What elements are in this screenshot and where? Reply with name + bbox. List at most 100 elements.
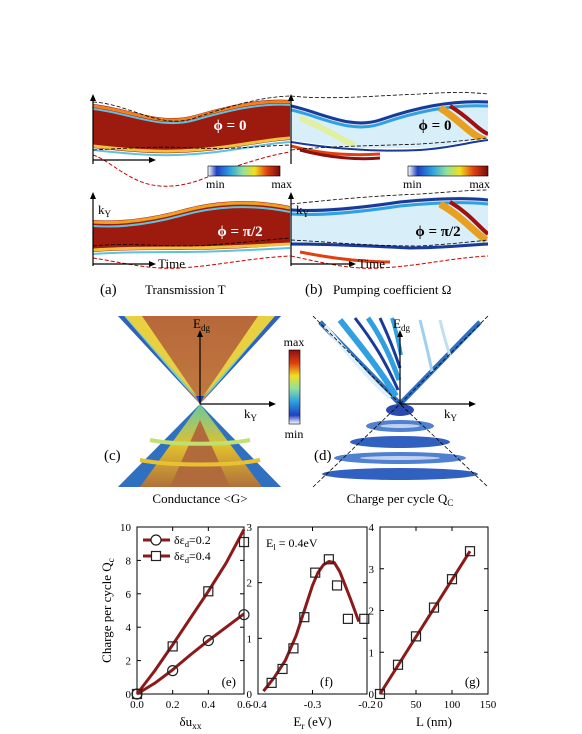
chart-0-xtick-label: 0.4 — [201, 699, 215, 711]
chart-0-series-1-line — [135, 528, 246, 695]
chart-0-ytick-label: 0 — [126, 689, 132, 701]
chart-0-series-0-point — [202, 634, 214, 647]
chart-0-ytick-label: 10 — [120, 522, 132, 534]
panel-d-y-arrow — [397, 330, 403, 337]
panel-d-right-dash — [399, 315, 489, 488]
chart-1-series-0-point — [342, 613, 354, 624]
chart-0-ytick-label: 2 — [126, 656, 132, 668]
panel-b-top-upper-dash — [290, 92, 489, 99]
panel-b-tag: (b) — [305, 282, 323, 298]
panel-d-y-label: Edg — [393, 316, 410, 333]
chart-1-xtick-label: -0.3 — [304, 699, 322, 711]
panel-c-caption: Conductance <G> — [152, 491, 247, 506]
chart-0-ytick-label: 8 — [126, 555, 132, 567]
panel-b-phi-top: ϕ = 0 — [419, 118, 452, 134]
chart-1-series-0-point — [277, 663, 288, 675]
chart-2-series-0-point — [446, 574, 458, 585]
chart-0-frame — [136, 526, 245, 695]
chart-1-series-0-point — [310, 567, 321, 578]
chart-1-annotation: El = 0.4eV — [266, 536, 318, 552]
panel-c-y-arrow — [197, 330, 203, 337]
chart-2-ytick-label: 2 — [369, 606, 375, 618]
chart-1-xtick-label: -0.4 — [249, 699, 267, 711]
panel-b-phi-bottom: ϕ = π/2 — [415, 224, 460, 240]
chart-2-series-0-point — [464, 546, 476, 557]
chart-0-xlabel: δuxx — [180, 714, 202, 732]
chart-1-series-0-point — [359, 613, 370, 624]
chart-2-xtick-label: 100 — [444, 699, 461, 711]
panel-a-colorbar — [207, 165, 281, 177]
chart-1-series-0-point — [288, 643, 299, 654]
panel-b-bottom-heatmap — [291, 192, 488, 268]
panel-b-bottom-red-dash — [290, 255, 489, 269]
chart-2-tag: (g) — [465, 674, 480, 689]
panel-b-bottom-y-arrow — [288, 192, 294, 199]
panel-b-top-y-arrow — [288, 94, 294, 101]
panel-c-x-label: kY — [244, 406, 258, 423]
chart-0-series-1-point — [238, 536, 250, 548]
chart-1-ytick-label: 3 — [247, 522, 253, 534]
panel-d-caption: Charge per cycle QC — [347, 491, 453, 508]
panel-b-top-heatmap — [291, 96, 488, 164]
chart-1-xtick-label: -0.2 — [358, 699, 375, 711]
panel-a-bottom-y-arrow — [90, 192, 96, 199]
panel-a-top-red-dash — [92, 151, 291, 187]
panel-b-cbar-max: max — [469, 177, 490, 191]
chart-0-legend-marker-1 — [150, 550, 162, 562]
panel-a-bottom-red-dash — [92, 255, 291, 269]
chart-2-series-0-point — [410, 631, 422, 642]
panel-a-top-band-line — [92, 144, 291, 151]
panel-a-bottom-x-arrow — [149, 261, 156, 267]
chart-2-series-0-point — [374, 688, 386, 700]
panel-cd-cbar-max: max — [284, 335, 305, 349]
panel-a-phi-top: ϕ = 0 — [214, 118, 247, 134]
chart-2-series-0-point — [428, 602, 440, 613]
chart-2-xtick-label: 150 — [480, 699, 497, 711]
panel-a-caption: Transmission T — [145, 282, 226, 297]
chart-0-series-0-point — [167, 665, 179, 677]
panel-a-bottom-heatmap — [93, 192, 290, 268]
panel-b-x-label: Time — [358, 256, 385, 271]
panel-a-top-x-arrow — [149, 157, 156, 163]
chart-1-ytick-label: 2 — [247, 578, 253, 590]
panel-a-bottom-dash — [92, 237, 291, 247]
chart-2-xlabel: L (nm) — [416, 714, 452, 729]
panel-d-tag: (d) — [314, 448, 332, 464]
panel-c-tag: (c) — [104, 448, 121, 464]
panel-a-phi-bottom: ϕ = π/2 — [217, 224, 262, 240]
chart-0-xtick-label: 0.0 — [130, 699, 144, 711]
panel-cd-cbar-min: min — [285, 427, 304, 441]
panel-b-y-label: kY — [296, 202, 310, 219]
chart-0-series-1-point — [167, 641, 178, 652]
chart-0-series-1-point — [131, 688, 143, 700]
panel-a-cbar-max: max — [271, 177, 292, 191]
chart-1-tag: (f) — [320, 674, 333, 689]
chart-1-series-0-point — [331, 580, 343, 591]
panel-b-top-mid-dash — [290, 137, 489, 151]
chart-2-ytick-label: 0 — [369, 689, 375, 701]
chart-1-series-0-point — [299, 612, 310, 623]
panel-a-x-label: Time — [158, 256, 185, 271]
chart-1-ytick-label: 0 — [247, 689, 253, 701]
chart-1-series-0-line — [262, 560, 361, 693]
panel-a-top-heatmap — [93, 96, 290, 164]
chart-0-series-0-line — [136, 612, 245, 696]
chart-0-ytick-label: 4 — [126, 622, 132, 634]
chart-0-legend-label-1: δεd=0.4 — [174, 549, 211, 565]
panel-b-bottom-upper-dash — [290, 189, 489, 205]
chart-2-series-0-line — [378, 550, 472, 695]
panel-a-top-y-arrow — [90, 94, 96, 101]
chart-0-series-0-point — [238, 609, 250, 621]
chart-0-legend-marker-0 — [150, 534, 162, 546]
chart-1-series-0-point — [323, 554, 334, 565]
panel-a-top-upper-dash — [92, 95, 291, 122]
chart-0-xtick-label: 0.6 — [237, 699, 251, 711]
panel-d-x-label: kY — [444, 406, 458, 423]
panel-b-colorbar — [407, 165, 489, 177]
chart-2-xtick-label: 50 — [411, 699, 423, 711]
chart-0-series-1-point — [203, 586, 214, 597]
chart-2-ytick-label: 4 — [369, 522, 375, 534]
panel-a-tag: (a) — [100, 282, 117, 298]
panel-b-bottom-x-arrow — [349, 261, 356, 267]
